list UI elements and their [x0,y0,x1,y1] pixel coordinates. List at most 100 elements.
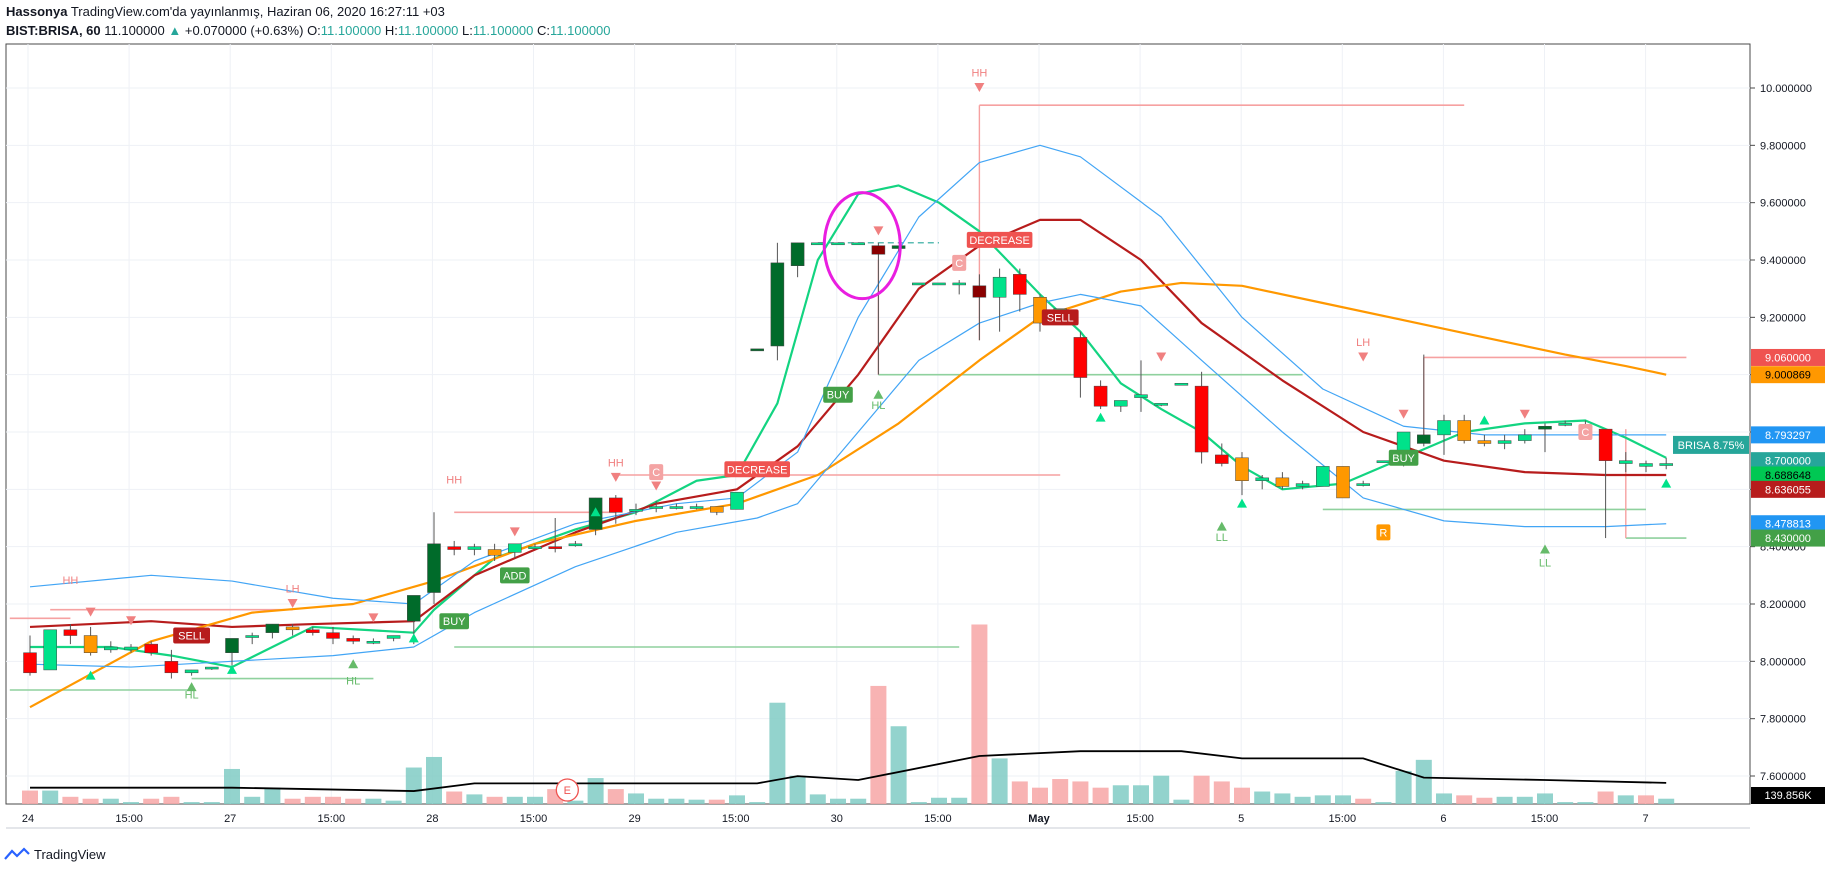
candle-body [1598,428,1613,461]
candle-body [1437,420,1451,436]
price-chart[interactable]: HH HL LH HL HH HH HL HH LL LH LL SELL BUY ADD DECREASE… [0,0,1828,843]
volume-bar [506,796,523,804]
candle [23,635,37,676]
candle [366,638,381,645]
y-tick-label: 9.200000 [1760,312,1806,324]
volume-bar [688,799,705,804]
candle-body [629,509,643,512]
candle [831,242,845,246]
volume-bar [1355,798,1372,804]
volume-bar [203,802,220,804]
x-axis: 24 15:00 27 15:00 28 15:00 29 15:00 30 15:00 May 15… [22,813,1649,825]
candle-body [184,669,199,674]
candle-body [285,626,300,631]
swing-label: LH [1356,337,1370,349]
signal-label-text: BUY [443,616,466,628]
swing-label: HH [608,457,624,469]
price-label-text: 8.478813 [1765,519,1811,531]
candle-body [1457,420,1471,441]
symbol-tag: BRISA 8.75% [1673,435,1749,454]
candle-body [1376,460,1391,463]
symbol-name[interactable]: BIST:BRISA, 60 [6,23,101,38]
volume-bar [304,796,321,804]
x-tick-label: 30 [831,813,843,825]
candle-body [1174,383,1189,386]
down-triangle-icon [651,481,662,491]
volume-bar [1193,775,1210,804]
x-tick-label: May [1028,813,1050,825]
candle-body [467,546,482,550]
x-tick-label: 15:00 [924,813,952,825]
open-label: O: [307,23,321,38]
x-tick-label: 15:00 [1531,813,1559,825]
candle [1174,383,1189,386]
volume-bar [1072,781,1089,804]
volume-bar [1436,793,1452,804]
candle-body [124,646,138,651]
volume-bar [365,798,382,804]
down-triangle-icon [509,527,520,537]
tradingview-footer[interactable]: TradingView [4,843,106,865]
price-label-box [1751,452,1825,470]
candle-body [265,623,280,633]
down-triangle-icon [873,226,884,236]
chart-header: Hassonya TradingView.com'da yayınlanmış,… [6,2,611,42]
candle [43,629,57,671]
high-value: 11.100000 [397,23,459,38]
volume-bar [1173,799,1190,804]
candle-body [831,242,845,246]
volume-bar [1537,793,1553,804]
price-label-box [1751,515,1825,533]
volume-bar [668,798,685,804]
swing-label: HL [185,690,199,702]
candle [326,626,340,645]
volume-bar [325,796,341,804]
volume-bar [1516,796,1533,804]
volume-bar [466,794,483,804]
candle [467,543,482,556]
candle-body [669,506,684,509]
candle [386,635,401,642]
badge-box [1376,524,1391,541]
volume-bar [729,795,745,804]
candle [1356,480,1370,487]
candle [346,635,360,645]
candle [609,495,623,524]
candle-body [1134,394,1148,398]
signal-label-box [823,386,853,403]
candle-body [528,546,542,549]
x-tick-label: 5 [1238,813,1244,825]
signal-label-text: SELL [178,631,205,643]
candle-body [427,543,441,593]
up-triangle-icon [590,507,601,517]
volume-bar [809,794,826,804]
candle [972,274,987,341]
candle-body [1073,337,1088,378]
candle [891,245,906,252]
volume-bar [951,797,968,804]
signal-label-text: BUY [827,390,850,402]
volume-bar [1112,785,1129,804]
signal-label-box [500,567,530,584]
candle-body [649,506,663,509]
author-name[interactable]: Hassonya [6,4,68,19]
volume-bar [749,802,766,804]
high-label: H: [384,23,398,38]
candle [83,626,98,656]
candle-body [1558,423,1572,426]
candle [629,503,643,516]
candle [1437,414,1451,455]
down-triangle-icon [85,607,96,617]
y-tick-label: 7.600000 [1760,771,1806,783]
candle [104,641,118,653]
y-tick-label: 10.000000 [1760,83,1812,95]
symbol-tag-box [1673,435,1749,454]
volume-bar [62,796,79,804]
candle [811,242,825,246]
volume-bar [1638,795,1654,804]
candle-body [710,506,724,513]
earnings-marker-icon [555,778,579,802]
volume-bar [22,790,38,804]
low-value: 11.100000 [472,23,534,38]
candle [245,632,259,645]
